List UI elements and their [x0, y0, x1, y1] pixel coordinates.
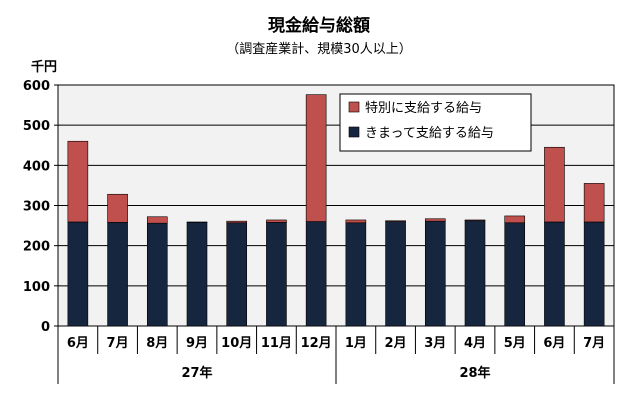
y-tick-label: 500: [23, 119, 50, 134]
x-tick-label: 10月: [221, 336, 252, 351]
bar-segment-series-1: [424, 218, 446, 222]
x-tick-label: 3月: [424, 336, 446, 351]
x-tick-label: 9月: [186, 336, 208, 351]
bar-segment-series-0: [385, 221, 406, 327]
y-axis-unit-label: 千円: [31, 59, 57, 75]
bar-segment-series-1: [544, 146, 565, 223]
x-tick-label: 6月: [543, 336, 565, 351]
bar-segment-series-0: [504, 222, 526, 327]
bar-segment-series-0: [266, 222, 287, 327]
bar-segment-series-0: [305, 221, 327, 327]
legend-label: きまって支給する給与: [365, 126, 494, 141]
bar-segment-series-0: [424, 220, 446, 327]
y-tick-label: 0: [41, 320, 50, 335]
bar-segment-series-1: [504, 215, 526, 224]
bar-segment-series-0: [464, 220, 486, 327]
bar-segment-series-1: [385, 220, 406, 222]
bar-segment-series-1: [67, 140, 89, 223]
legend-swatch: [348, 126, 360, 138]
x-group-label: 28年: [459, 365, 490, 381]
bar-segment-series-1: [226, 220, 248, 224]
x-tick-label: 4月: [464, 336, 486, 351]
bar-segment-series-1: [583, 183, 605, 223]
x-tick-label: 11月: [261, 336, 292, 351]
x-tick-label: 7月: [107, 336, 129, 351]
bar-segment-series-0: [186, 222, 208, 327]
bar-segment-series-0: [146, 222, 168, 327]
x-tick-label: 5月: [504, 336, 526, 351]
bar-segment-series-0: [67, 221, 89, 327]
x-tick-label: 2月: [385, 336, 407, 351]
y-tick-label: 200: [23, 240, 50, 255]
x-tick-label: 8月: [146, 336, 168, 351]
bar-segment-series-1: [146, 216, 168, 224]
x-tick-label: 6月: [67, 336, 89, 351]
bar-segment-series-0: [226, 222, 248, 327]
bar-segment-series-0: [544, 221, 565, 327]
chart-title: 現金給与総額: [268, 16, 370, 36]
legend-label: 特別に支給する給与: [365, 101, 482, 116]
y-tick-label: 100: [23, 280, 50, 295]
chart-subtitle: （調査産業計、規模30人以上）: [226, 42, 412, 57]
x-tick-label: 7月: [583, 336, 605, 351]
legend-swatch: [348, 101, 360, 113]
bar-segment-series-0: [107, 222, 128, 327]
y-tick-label: 400: [23, 159, 50, 174]
bar-segment-series-1: [464, 219, 486, 222]
y-tick-label: 600: [23, 79, 50, 94]
bar-segment-series-0: [345, 222, 367, 327]
x-group-label: 27年: [181, 365, 212, 381]
legend-box: [339, 93, 532, 152]
x-tick-label: 1月: [345, 336, 367, 351]
y-tick-label: 300: [23, 200, 50, 215]
bar-segment-series-1: [345, 219, 367, 224]
bar-segment-series-1: [107, 193, 128, 223]
x-tick-label: 12月: [301, 336, 332, 351]
bar-segment-series-0: [583, 221, 605, 327]
bar-segment-series-1: [305, 94, 327, 222]
bar-segment-series-1: [266, 219, 287, 223]
